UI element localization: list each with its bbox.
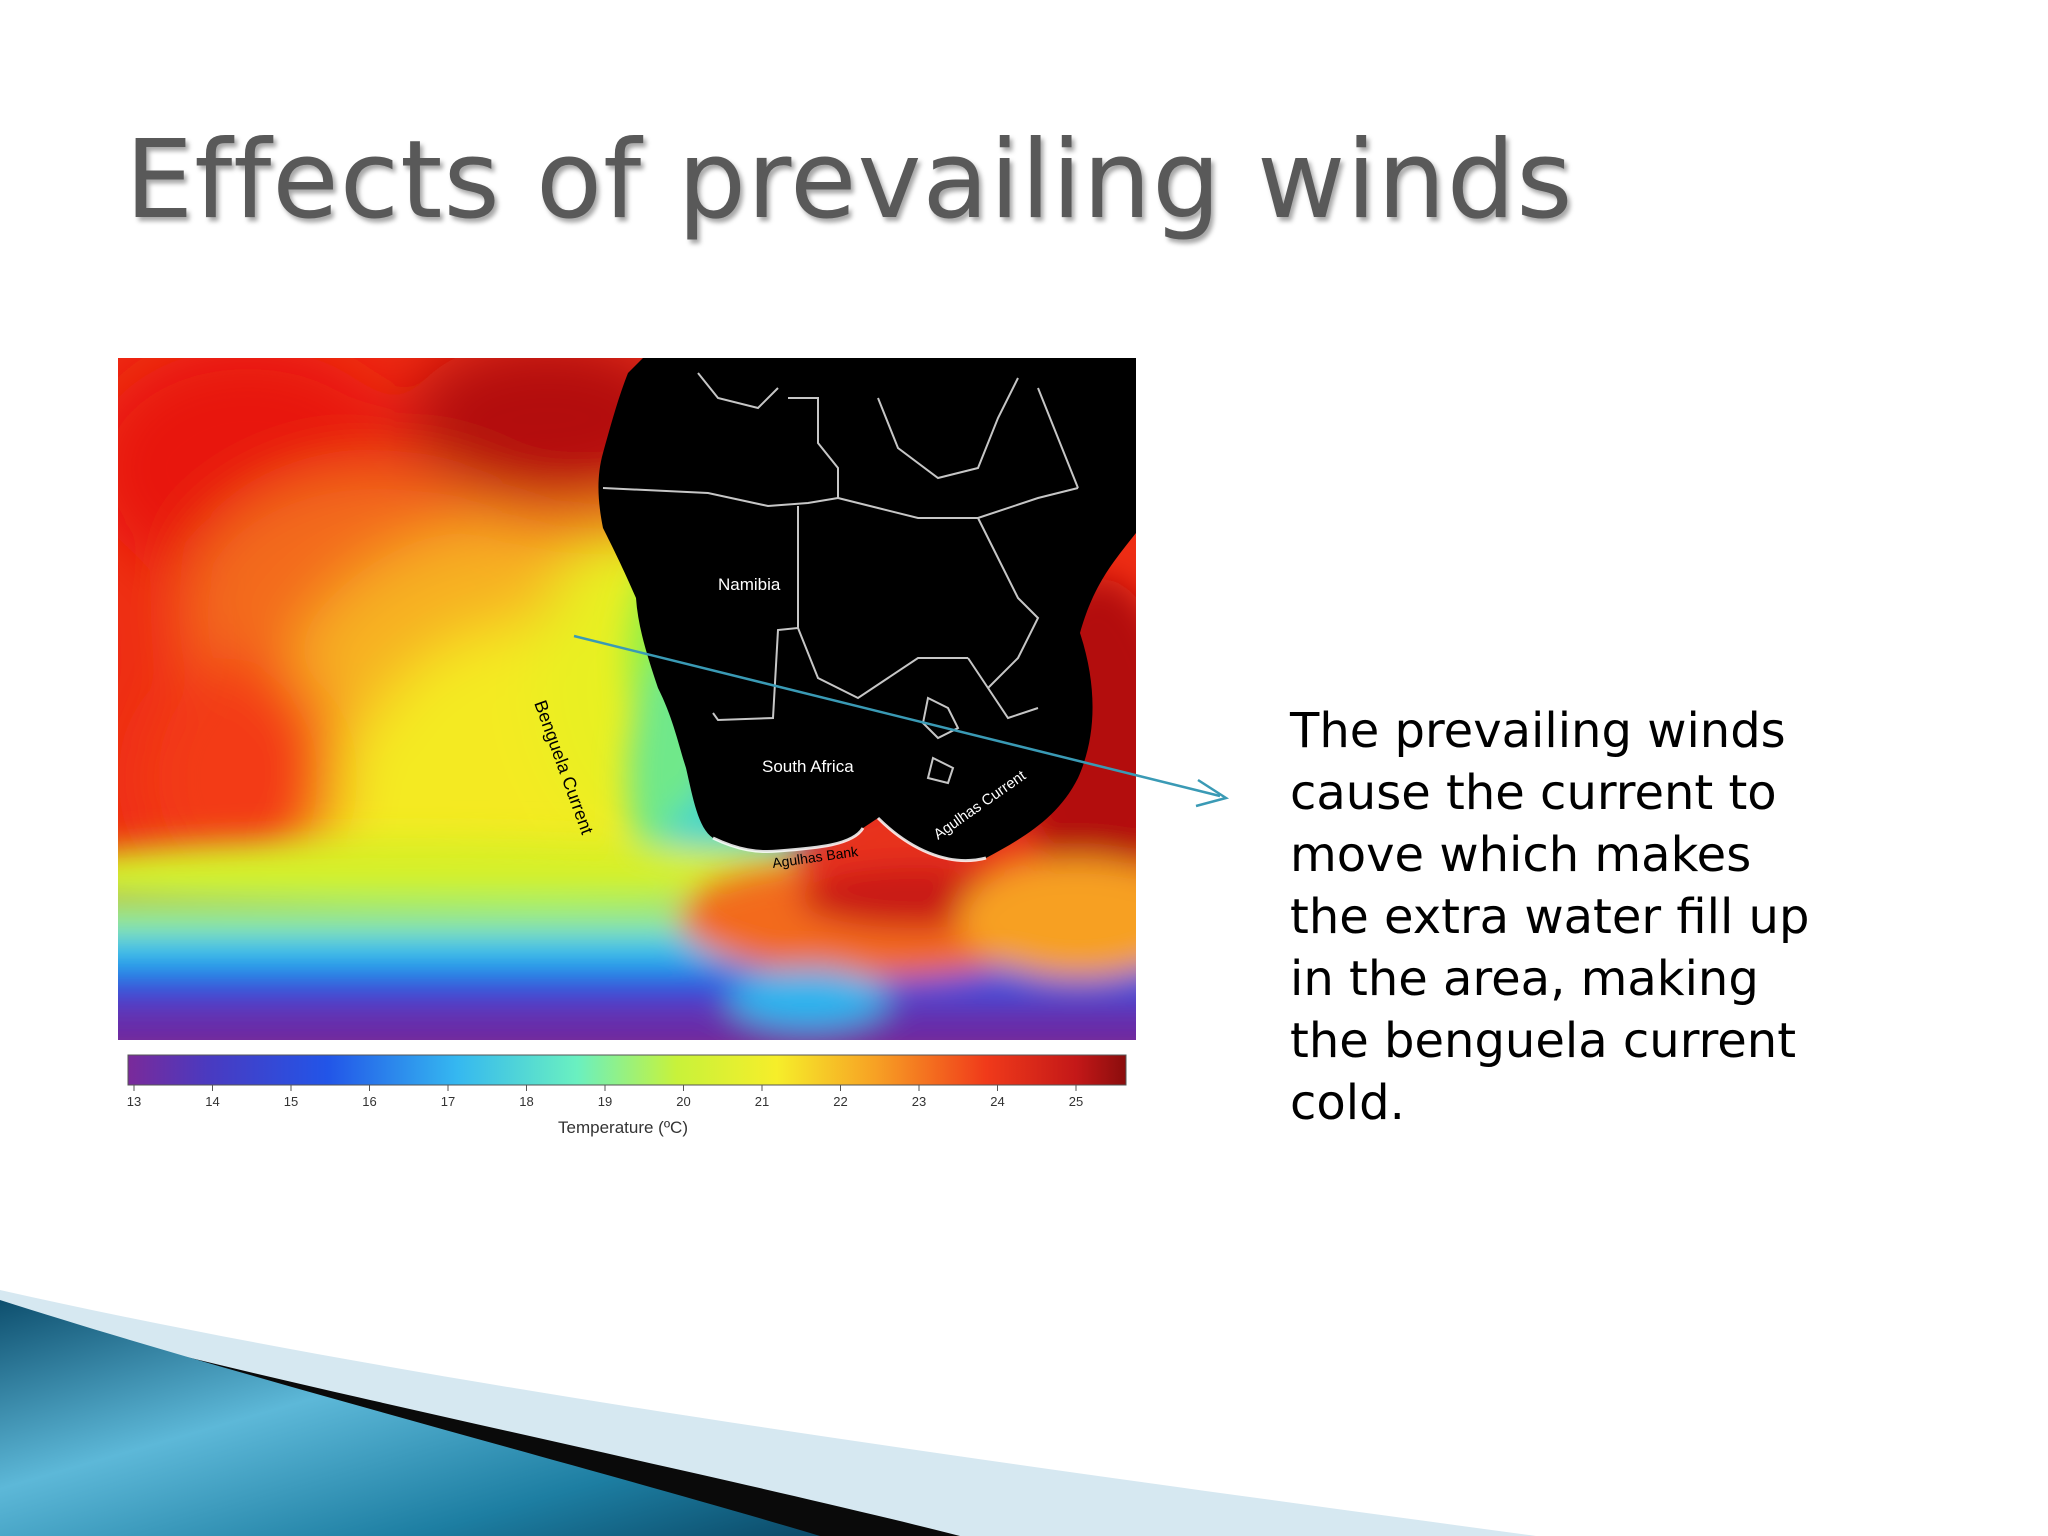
color-scale-tick-label: 21 [755, 1094, 769, 1109]
color-scale-tick-label: 24 [990, 1094, 1004, 1109]
slide-title: Effects of prevailing winds [125, 118, 1574, 243]
color-scale-bar: 13 14 15 16 17 18 19 20 21 22 23 24 25 Temperature (… [127, 1054, 1127, 1137]
color-scale-tick-label: 17 [441, 1094, 455, 1109]
map-label-namibia: Namibia [718, 575, 781, 594]
color-scale-tick-label: 22 [833, 1094, 847, 1109]
color-scale-tick-label: 13 [127, 1094, 141, 1109]
color-scale-tick-label: 15 [284, 1094, 298, 1109]
color-scale-tick-label: 19 [598, 1094, 612, 1109]
color-scale-tick-label: 25 [1069, 1094, 1083, 1109]
slide-body-text: The prevailing winds cause the current t… [1290, 703, 1810, 1131]
color-scale-tick-label: 14 [205, 1094, 219, 1109]
color-scale-tick-label: 23 [912, 1094, 926, 1109]
color-scale-tick-label: 18 [519, 1094, 533, 1109]
color-scale-ticks: 13 14 15 16 17 18 19 20 21 22 23 24 25 [127, 1085, 1083, 1109]
color-scale-tick-label: 16 [362, 1094, 376, 1109]
color-scale-title: Temperature (ºC) [558, 1118, 688, 1137]
color-scale-tick-label: 20 [676, 1094, 690, 1109]
